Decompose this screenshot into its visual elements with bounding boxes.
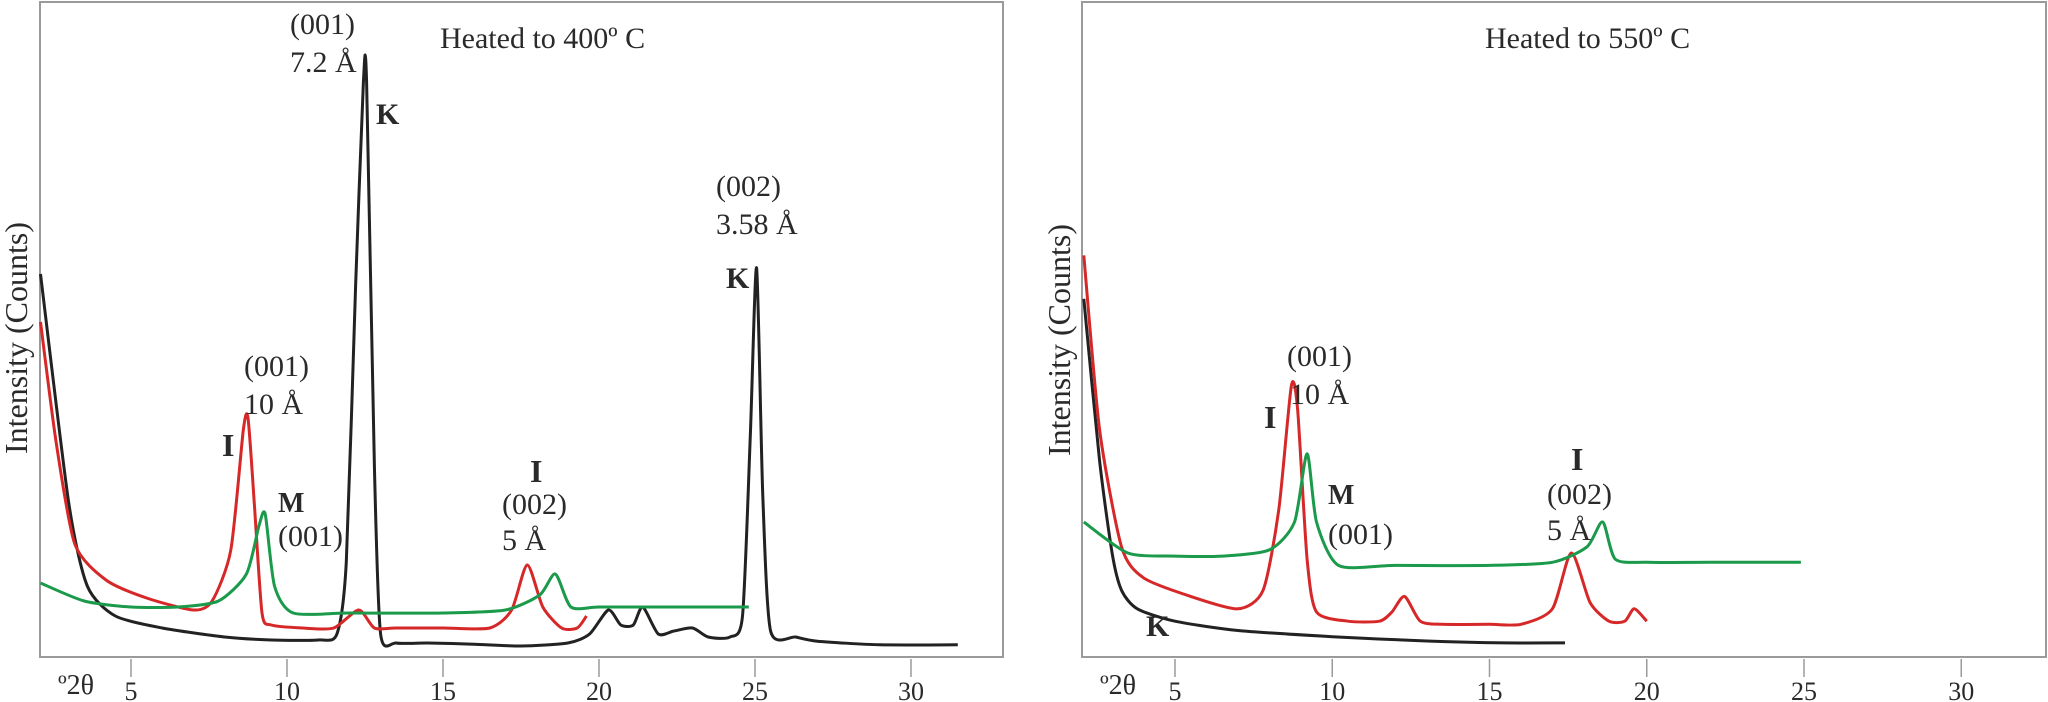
right-i002-index: (002) bbox=[1547, 478, 1612, 511]
x-tick-label: 30 bbox=[898, 677, 924, 702]
right-i001-dspacing: 10 Å bbox=[1290, 378, 1350, 411]
x-tick-label: 25 bbox=[742, 677, 768, 702]
right-i002-mineral: I bbox=[1571, 441, 1583, 477]
right-i002-dspacing: 5 Å bbox=[1547, 514, 1592, 547]
right-k-mineral: K bbox=[1146, 610, 1170, 643]
left-k002-mineral: K bbox=[726, 262, 750, 295]
right-series bbox=[1082, 255, 1801, 645]
right-title: Heated to 550º C bbox=[1485, 22, 1690, 55]
right-i001-index: (001) bbox=[1287, 340, 1352, 373]
left-m001-mineral: M bbox=[278, 488, 304, 519]
left-i002-mineral: I bbox=[530, 453, 542, 489]
left-i002-dspacing: 5 Å bbox=[502, 524, 547, 557]
series-line-i bbox=[39, 321, 588, 631]
x-tick-label: 10 bbox=[274, 677, 300, 702]
x-tick-label: 15 bbox=[1477, 677, 1503, 702]
left-i001-index: (001) bbox=[244, 350, 309, 383]
left-chart: 5 10 15 20 25 30 Heated to 400º C Intensity (… bbox=[0, 1, 1004, 702]
left-x-ticks: 5 10 15 20 25 30 bbox=[125, 659, 924, 702]
left-k001-index: (001) bbox=[290, 8, 355, 41]
x-tick-label: 20 bbox=[1634, 677, 1660, 702]
x-tick-label: 20 bbox=[586, 677, 612, 702]
series-line-i bbox=[1082, 255, 1648, 627]
x-tick-label: 25 bbox=[1791, 677, 1817, 702]
right-chart: 5 10 15 20 25 30 Heated to 550º C Intensity (… bbox=[1041, 1, 2047, 702]
x-tick-label: 10 bbox=[1319, 677, 1345, 702]
series-line-m bbox=[39, 510, 749, 616]
left-y-axis-label: Intensity (Counts) bbox=[0, 222, 34, 454]
x-tick-label: 30 bbox=[1948, 677, 1974, 702]
x-tick-label: 5 bbox=[1169, 677, 1182, 702]
series-line-m bbox=[1082, 452, 1801, 570]
left-x-axis-unit: º2θ bbox=[58, 670, 94, 701]
right-y-axis-label: Intensity (Counts) bbox=[1041, 224, 1077, 456]
series-line-k bbox=[1082, 298, 1566, 645]
left-k002-index: (002) bbox=[716, 170, 781, 203]
left-k002-dspacing: 3.58 Å bbox=[716, 208, 798, 241]
x-tick-label: 15 bbox=[430, 677, 456, 702]
right-plot-frame bbox=[1081, 1, 2047, 658]
right-i001-mineral: I bbox=[1264, 399, 1276, 435]
series-line-k bbox=[39, 53, 958, 648]
right-x-axis-unit: º2θ bbox=[1100, 670, 1136, 701]
left-k001-dspacing: 7.2 Å bbox=[290, 46, 357, 79]
right-m001-mineral: M bbox=[1328, 480, 1354, 511]
left-title: Heated to 400º C bbox=[440, 22, 645, 55]
x-tick-label: 5 bbox=[125, 677, 138, 702]
left-k001-mineral: K bbox=[376, 98, 400, 131]
left-plot-frame bbox=[39, 1, 1004, 658]
left-i002-index: (002) bbox=[502, 488, 567, 521]
left-i001-dspacing: 10 Å bbox=[244, 388, 304, 421]
left-i001-mineral: I bbox=[222, 427, 234, 463]
right-x-ticks: 5 10 15 20 25 30 bbox=[1169, 659, 1974, 702]
left-series bbox=[39, 53, 958, 648]
left-m001-index: (001) bbox=[278, 520, 343, 553]
right-m001-index: (001) bbox=[1328, 518, 1393, 551]
